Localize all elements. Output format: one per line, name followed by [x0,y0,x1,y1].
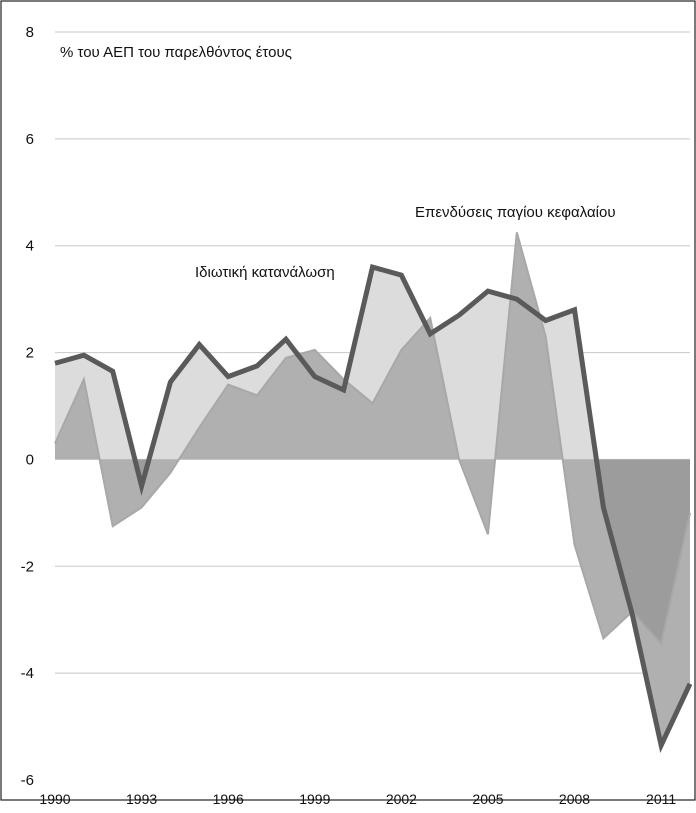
x-tick-label: 1999 [299,791,330,807]
investment-area-positive [55,232,563,460]
y-tick-label: 4 [26,238,34,255]
y-tick-label: 6 [26,131,34,148]
y-axis-unit-label: % του ΑΕΠ του παρελθόντος έτους [60,44,292,61]
y-tick-label: 8 [26,24,34,41]
x-tick-label: 2002 [386,791,417,807]
y-tick-label: -2 [21,558,34,575]
y-tick-label: -4 [21,665,34,682]
consumption-line [54,263,693,753]
y-tick-label: -6 [21,772,34,789]
series-lines [54,232,693,753]
x-tick-label: 2011 [646,791,676,807]
x-tick-labels: 1990 1993 1996 1999 2002 2005 2008 2011 [39,791,676,807]
y-tick-label: 2 [26,345,34,362]
x-tick-label: 1996 [213,791,244,807]
annotation-investment: Επενδύσεις παγίου κεφαλαίου [415,204,616,221]
x-tick-label: 2008 [559,791,590,807]
x-tick-label: 2005 [472,791,503,807]
y-tick-labels: 8 6 4 2 0 -2 -4 -6 [21,24,34,789]
consumption-area-negative-overlay [55,459,690,746]
investment-line [54,232,691,646]
x-tick-label: 1990 [39,791,70,807]
x-tick-label: 1993 [126,791,157,807]
area-fills [55,232,690,746]
annotation-consumption: Ιδιωτική κατανάλωση [195,264,335,281]
y-tick-label: 0 [26,451,34,468]
